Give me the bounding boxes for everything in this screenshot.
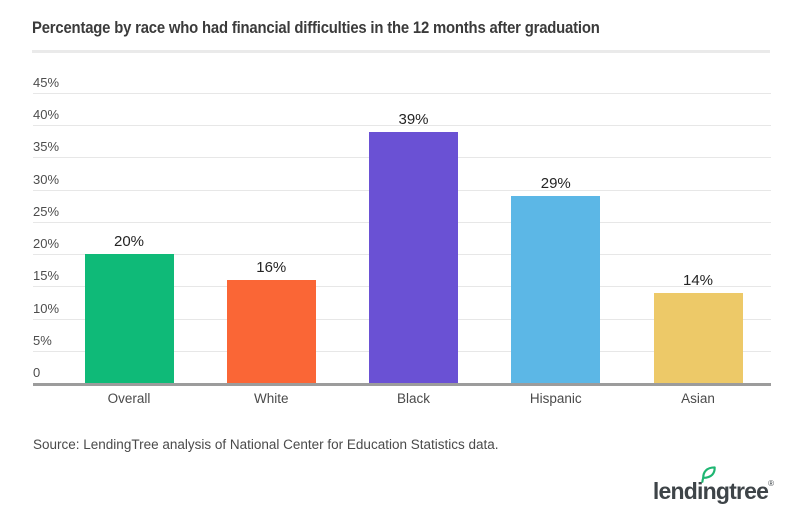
y-tick-label: 45%	[33, 75, 60, 90]
logo-trademark: ®	[768, 479, 774, 488]
bar-value-label: 14%	[682, 271, 714, 289]
y-tick-label: 40%	[33, 107, 60, 123]
bar-black	[369, 131, 458, 383]
gridline	[33, 125, 771, 127]
title-divider	[32, 50, 770, 53]
logo-wordmark: lendingtree	[652, 478, 769, 504]
x-axis-line	[33, 383, 771, 386]
y-tick-label: 20%	[33, 236, 60, 252]
y-tick-label: 30%	[33, 171, 60, 187]
bar-asian	[653, 292, 743, 383]
y-tick-label: 5%	[33, 332, 52, 348]
source-note: Source: LendingTree analysis of National…	[33, 437, 499, 452]
bar-overall	[84, 254, 174, 383]
gridline	[33, 93, 771, 94]
lendingtree-logo: lendingtree®	[652, 466, 774, 505]
y-tick-label: 35%	[33, 139, 60, 155]
bar-white	[226, 279, 316, 383]
y-tick-label: 15%	[33, 268, 60, 284]
chart-title: Percentage by race who had financial dif…	[32, 19, 600, 37]
y-tick-label: 0	[33, 365, 41, 380]
x-tick-label: White	[253, 391, 289, 406]
bar-value-label: 39%	[398, 110, 429, 128]
x-tick-label: Overall	[107, 391, 151, 406]
bar-value-label: 20%	[113, 233, 145, 251]
x-tick-label: Hispanic	[529, 391, 582, 406]
bar-value-label: 29%	[540, 175, 571, 193]
bar-hispanic	[511, 196, 601, 383]
bar-value-label: 16%	[256, 258, 287, 276]
x-tick-label: Asian	[681, 391, 715, 406]
x-tick-label: Black	[396, 391, 430, 406]
leaf-icon	[701, 466, 716, 483]
y-tick-label: 10%	[33, 300, 60, 316]
y-tick-label: 25%	[33, 203, 60, 219]
